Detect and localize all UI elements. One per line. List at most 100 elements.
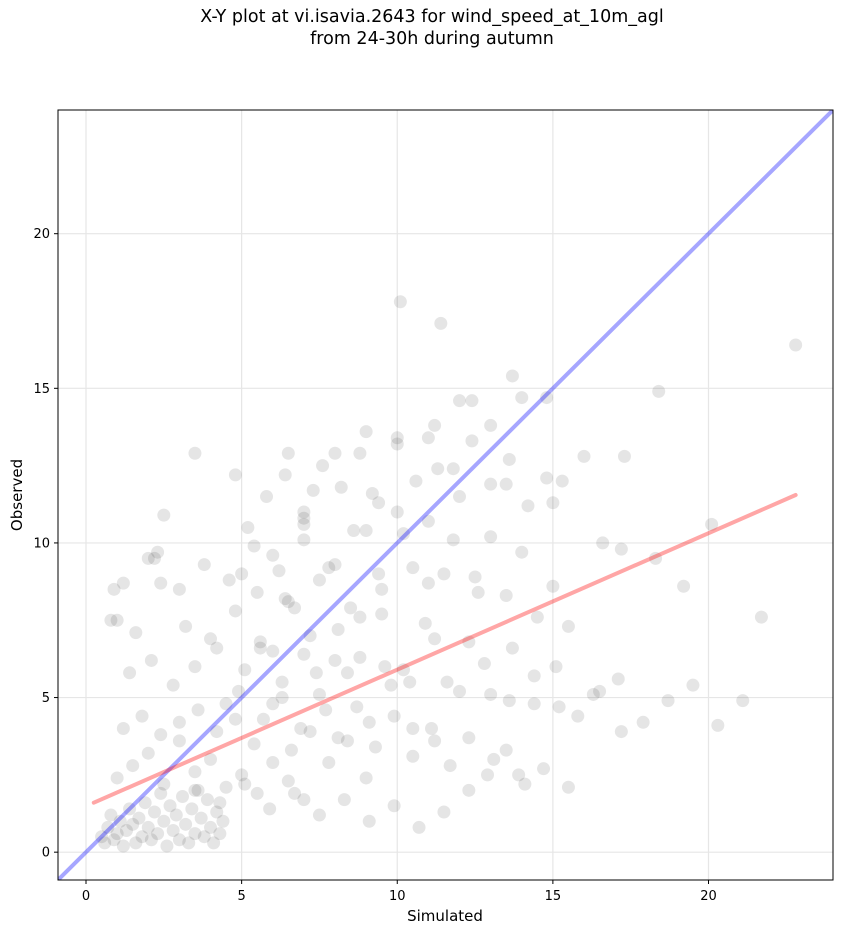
scatter-point: [188, 783, 202, 797]
scatter-point: [322, 561, 336, 575]
scatter-point: [126, 817, 140, 831]
scatter-point: [110, 613, 124, 627]
scatter-point: [138, 796, 152, 810]
scatter-point: [284, 743, 298, 757]
scatter-point: [359, 425, 373, 439]
scatter-point: [260, 490, 274, 504]
scatter-point: [328, 653, 342, 667]
scatter-point: [135, 709, 149, 723]
scatter-point: [154, 728, 168, 742]
scatter-point: [530, 610, 544, 624]
scatter-point: [499, 589, 513, 603]
scatter-point: [365, 486, 379, 500]
scatter-point: [515, 391, 529, 405]
scatter-point: [375, 582, 389, 596]
scatter-point: [113, 814, 127, 828]
scatter-point: [250, 786, 264, 800]
scatter-point: [247, 539, 261, 553]
scatter-point: [288, 786, 302, 800]
scatter-point: [428, 734, 442, 748]
scatter-point: [611, 672, 625, 686]
scatter-point: [147, 551, 161, 565]
scatter-point: [428, 632, 442, 646]
scatter-point: [182, 836, 196, 850]
scatter-point: [175, 790, 189, 804]
scatter-point: [527, 697, 541, 711]
scatter-point: [312, 687, 326, 701]
y-tick-label-2: 10: [33, 536, 50, 551]
scatter-point: [219, 780, 233, 794]
y-tick-label-0: 0: [42, 846, 50, 861]
scatter-point: [652, 384, 666, 398]
scatter-point: [521, 499, 535, 513]
scatter-point: [561, 619, 575, 633]
scatter-point: [359, 524, 373, 538]
scatter-point: [468, 570, 482, 584]
scatter-point: [540, 391, 554, 405]
scatter-point: [499, 743, 513, 757]
scatter-point: [396, 527, 410, 541]
scatter-point: [555, 474, 569, 488]
scatter-point: [197, 558, 211, 572]
scatter-point: [297, 533, 311, 547]
scatter-point: [278, 468, 292, 482]
scatter-point: [319, 703, 333, 717]
scatter-point: [431, 462, 445, 476]
plot-frame: [57, 109, 834, 881]
scatter-point: [172, 734, 186, 748]
scatter-point: [518, 777, 532, 791]
scatter-point: [294, 721, 308, 735]
scatter-point: [151, 545, 165, 559]
scatter-point: [546, 496, 560, 510]
scatter-point: [403, 675, 417, 689]
scatter-point: [362, 715, 376, 729]
scatter-point: [421, 576, 435, 590]
scatter-point: [95, 830, 109, 844]
scatter-point: [372, 567, 386, 581]
scatter-point: [256, 712, 270, 726]
scatter-point: [210, 805, 224, 819]
scatter-point: [157, 508, 171, 522]
scatter-point: [614, 725, 628, 739]
scatter-point: [163, 799, 177, 813]
scatter-point: [297, 517, 311, 531]
scatter-point: [207, 836, 221, 850]
scatter-point: [213, 827, 227, 841]
scatter-point: [116, 839, 130, 853]
scatter-point: [789, 338, 803, 352]
scatter-point: [340, 734, 354, 748]
scatter-point: [406, 561, 420, 575]
scatter-point: [328, 446, 342, 460]
scatter-point: [344, 601, 358, 615]
scatter-point: [123, 802, 137, 816]
scatter-point: [303, 725, 317, 739]
scatter-point: [275, 691, 289, 705]
scatter-point: [477, 657, 491, 671]
scatter-point: [390, 505, 404, 519]
scatter-point: [390, 431, 404, 445]
scatter-point: [677, 579, 691, 593]
scatter-point: [169, 808, 183, 822]
scatter-point: [661, 694, 675, 708]
scatter-point: [204, 820, 218, 834]
scatter-point: [440, 675, 454, 689]
y-tick-label-4: 20: [33, 227, 50, 242]
scatter-point: [368, 740, 382, 754]
scatter-point: [686, 678, 700, 692]
scatter-point: [549, 660, 563, 674]
scatter-point: [107, 833, 121, 847]
scatter-point: [253, 635, 267, 649]
scatter-point: [281, 774, 295, 788]
scatter-point: [241, 520, 255, 534]
scatter-point: [107, 582, 121, 596]
scatter-point: [297, 647, 311, 661]
scatter-point: [188, 765, 202, 779]
scatter-point: [711, 718, 725, 732]
scatter-point: [253, 641, 267, 655]
scatter-point: [393, 295, 407, 309]
scatter-point: [179, 817, 193, 831]
scatter-point: [484, 530, 498, 544]
scatter-point: [596, 536, 610, 550]
scatter-point: [437, 567, 451, 581]
